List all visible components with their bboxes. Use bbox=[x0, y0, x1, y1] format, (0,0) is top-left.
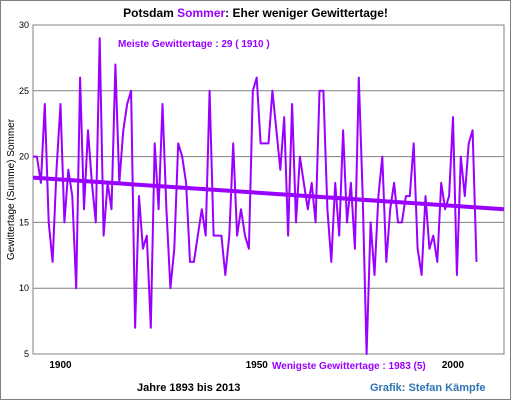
y-tick-label-15: 15 bbox=[19, 217, 29, 227]
x-tick-label-1950: 1950 bbox=[246, 360, 269, 371]
title-text-after: : Eher weniger Gewittertage! bbox=[225, 6, 388, 20]
y-tick-label-10: 10 bbox=[19, 283, 29, 293]
annotation-max: Meiste Gewittertage : 29 ( 1910 ) bbox=[118, 39, 270, 50]
annotation-min: Wenigste Gewittertage : 1983 (5) bbox=[272, 361, 426, 372]
x-tick-label-1900: 1900 bbox=[49, 360, 72, 371]
x-tick-label-2000: 2000 bbox=[442, 360, 465, 371]
chart-title: Potsdam Sommer: Eher weniger Gewittertag… bbox=[0, 6, 511, 20]
y-tick-label-5: 5 bbox=[24, 349, 29, 359]
credit-caption: Grafik: Stefan Kämpfe bbox=[370, 382, 486, 394]
series-line bbox=[33, 37, 478, 355]
y-axis-label: Gewittertage (Summe) Sommer bbox=[6, 118, 17, 260]
years-caption: Jahre 1893 bis 2013 bbox=[137, 382, 241, 394]
title-text-before: Potsdam bbox=[123, 6, 178, 20]
title-text-highlight: Sommer bbox=[177, 6, 226, 20]
y-tick-label-30: 30 bbox=[19, 20, 29, 30]
trend-line bbox=[32, 175, 505, 212]
y-tick-label-20: 20 bbox=[19, 152, 29, 162]
y-tick-label-25: 25 bbox=[19, 86, 29, 96]
